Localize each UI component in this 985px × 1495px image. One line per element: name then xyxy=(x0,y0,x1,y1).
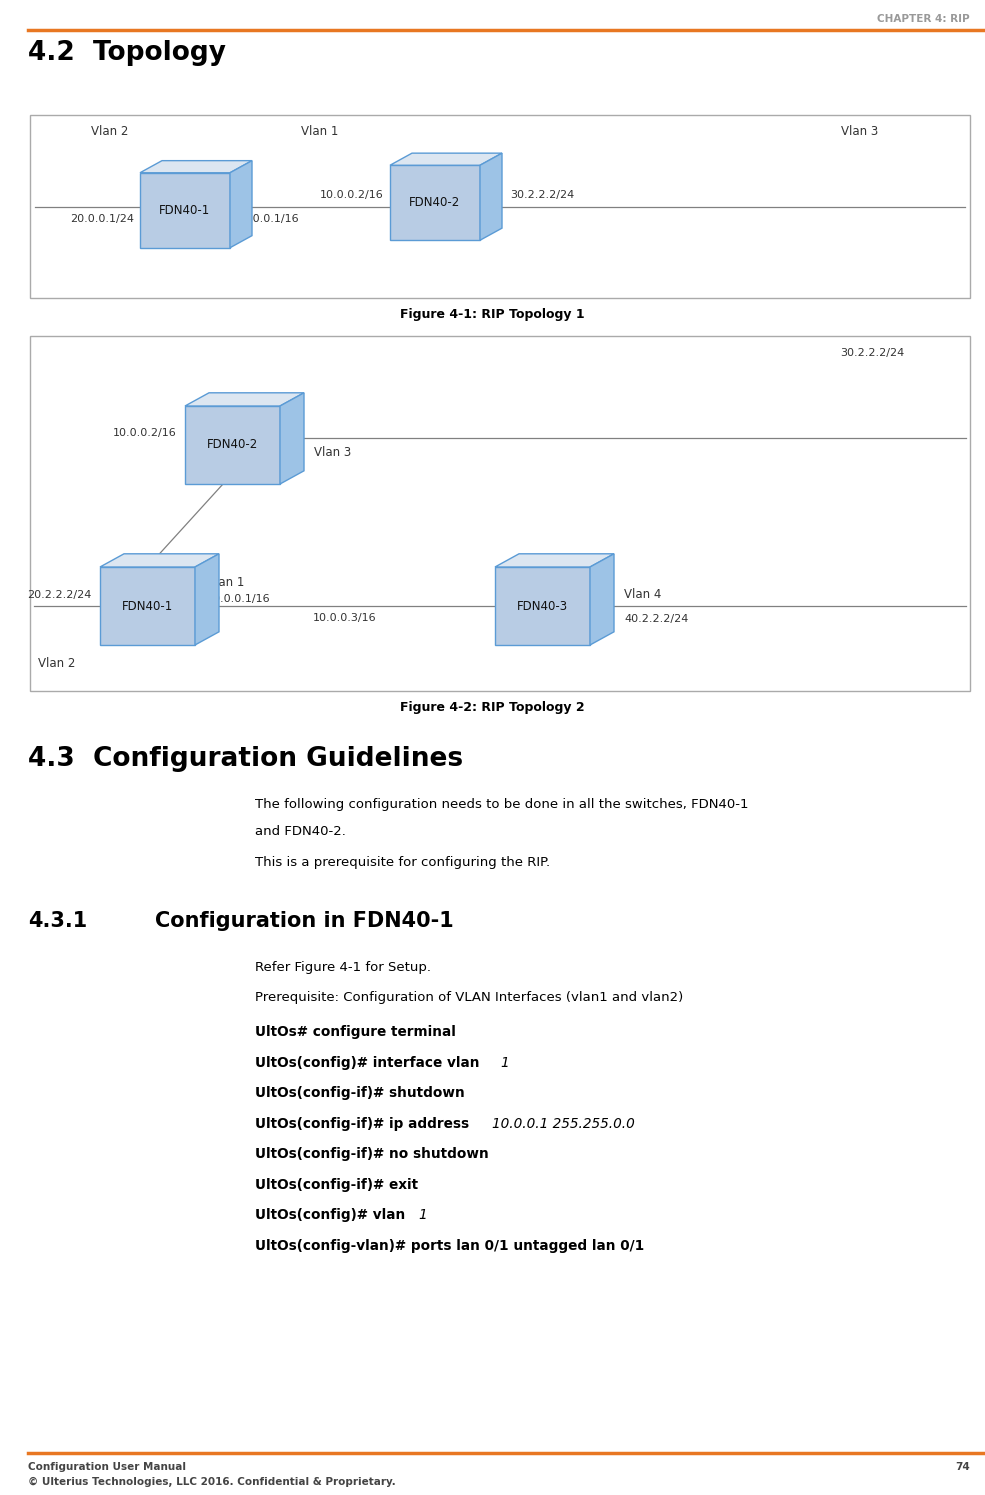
Text: and FDN40-2.: and FDN40-2. xyxy=(255,825,346,837)
Text: 1: 1 xyxy=(500,1055,508,1070)
Text: FDN40-2: FDN40-2 xyxy=(410,196,461,209)
Text: 10.0.0.1/16: 10.0.0.1/16 xyxy=(236,214,299,223)
Text: Figure 4-1: RIP Topology 1: Figure 4-1: RIP Topology 1 xyxy=(400,308,585,321)
Text: FDN40-1: FDN40-1 xyxy=(160,203,211,217)
Text: 30.2.2.2/24: 30.2.2.2/24 xyxy=(840,348,904,357)
Text: FDN40-1: FDN40-1 xyxy=(122,599,173,613)
Text: © Ulterius Technologies, LLC 2016. Confidential & Proprietary.: © Ulterius Technologies, LLC 2016. Confi… xyxy=(28,1477,396,1488)
Text: This is a prerequisite for configuring the RIP.: This is a prerequisite for configuring t… xyxy=(255,857,551,869)
Text: 4.3  Configuration Guidelines: 4.3 Configuration Guidelines xyxy=(28,746,463,771)
FancyBboxPatch shape xyxy=(30,336,970,691)
Polygon shape xyxy=(480,152,502,241)
Text: Vlan 2: Vlan 2 xyxy=(92,126,129,138)
Text: UltOs(config-if)# ip address: UltOs(config-if)# ip address xyxy=(255,1117,474,1130)
Text: Vlan 1: Vlan 1 xyxy=(301,126,339,138)
Polygon shape xyxy=(590,553,614,644)
Text: 74: 74 xyxy=(955,1462,970,1473)
Polygon shape xyxy=(495,553,614,567)
Text: UltOs(config-if)# no shutdown: UltOs(config-if)# no shutdown xyxy=(255,1147,489,1162)
Text: Configuration in FDN40-1: Configuration in FDN40-1 xyxy=(155,912,454,931)
Polygon shape xyxy=(390,166,480,241)
Text: Vlan 1: Vlan 1 xyxy=(207,576,244,589)
Text: Figure 4-2: RIP Topology 2: Figure 4-2: RIP Topology 2 xyxy=(400,701,585,715)
Text: Vlan 2: Vlan 2 xyxy=(38,656,76,670)
Text: FDN40-3: FDN40-3 xyxy=(517,599,568,613)
Text: 10.0.0.1 255.255.0.0: 10.0.0.1 255.255.0.0 xyxy=(492,1117,634,1130)
Polygon shape xyxy=(230,160,252,248)
Polygon shape xyxy=(195,553,219,644)
Text: UltOs(config)# interface vlan: UltOs(config)# interface vlan xyxy=(255,1055,485,1070)
Text: 20.0.0.1/24: 20.0.0.1/24 xyxy=(70,214,134,223)
Text: 10.0.0.2/16: 10.0.0.2/16 xyxy=(113,428,177,438)
Polygon shape xyxy=(185,407,280,484)
Polygon shape xyxy=(140,160,252,173)
FancyBboxPatch shape xyxy=(30,115,970,298)
Text: 20.2.2.2/24: 20.2.2.2/24 xyxy=(28,591,92,599)
Polygon shape xyxy=(495,567,590,644)
Text: Prerequisite: Configuration of VLAN Interfaces (vlan1 and vlan2): Prerequisite: Configuration of VLAN Inte… xyxy=(255,991,684,1005)
Text: UltOs(config-if)# shutdown: UltOs(config-if)# shutdown xyxy=(255,1087,465,1100)
Text: The following configuration needs to be done in all the switches, FDN40-1: The following configuration needs to be … xyxy=(255,798,749,810)
Text: Vlan 4: Vlan 4 xyxy=(624,588,661,601)
Text: Vlan 3: Vlan 3 xyxy=(314,447,352,459)
Text: UltOs(config-if)# exit: UltOs(config-if)# exit xyxy=(255,1178,418,1192)
Text: 10.0.0.2/16: 10.0.0.2/16 xyxy=(320,190,384,199)
Text: 10.0.0.3/16: 10.0.0.3/16 xyxy=(313,613,377,623)
Polygon shape xyxy=(100,553,219,567)
Text: 1: 1 xyxy=(419,1208,427,1223)
Text: 4.3.1: 4.3.1 xyxy=(28,912,88,931)
Polygon shape xyxy=(390,152,502,166)
Text: 40.2.2.2/24: 40.2.2.2/24 xyxy=(624,614,689,623)
Polygon shape xyxy=(140,173,230,248)
Text: CHAPTER 4: RIP: CHAPTER 4: RIP xyxy=(878,13,970,24)
Text: 10.0.0.1/16: 10.0.0.1/16 xyxy=(207,594,271,604)
Polygon shape xyxy=(100,567,195,644)
Text: UltOs(config-vlan)# ports lan 0/1 untagged lan 0/1: UltOs(config-vlan)# ports lan 0/1 untagg… xyxy=(255,1239,644,1253)
Text: UltOs# configure terminal: UltOs# configure terminal xyxy=(255,1026,456,1039)
Text: UltOs(config)# vlan: UltOs(config)# vlan xyxy=(255,1208,410,1223)
Text: 30.2.2.2/24: 30.2.2.2/24 xyxy=(510,190,574,199)
Text: 4.2  Topology: 4.2 Topology xyxy=(28,40,226,66)
Text: Vlan 3: Vlan 3 xyxy=(841,126,879,138)
Polygon shape xyxy=(280,393,304,484)
Text: Refer Figure 4-1 for Setup.: Refer Figure 4-1 for Setup. xyxy=(255,961,431,975)
Polygon shape xyxy=(185,393,304,407)
Text: FDN40-2: FDN40-2 xyxy=(207,438,258,451)
Text: Configuration User Manual: Configuration User Manual xyxy=(28,1462,186,1473)
